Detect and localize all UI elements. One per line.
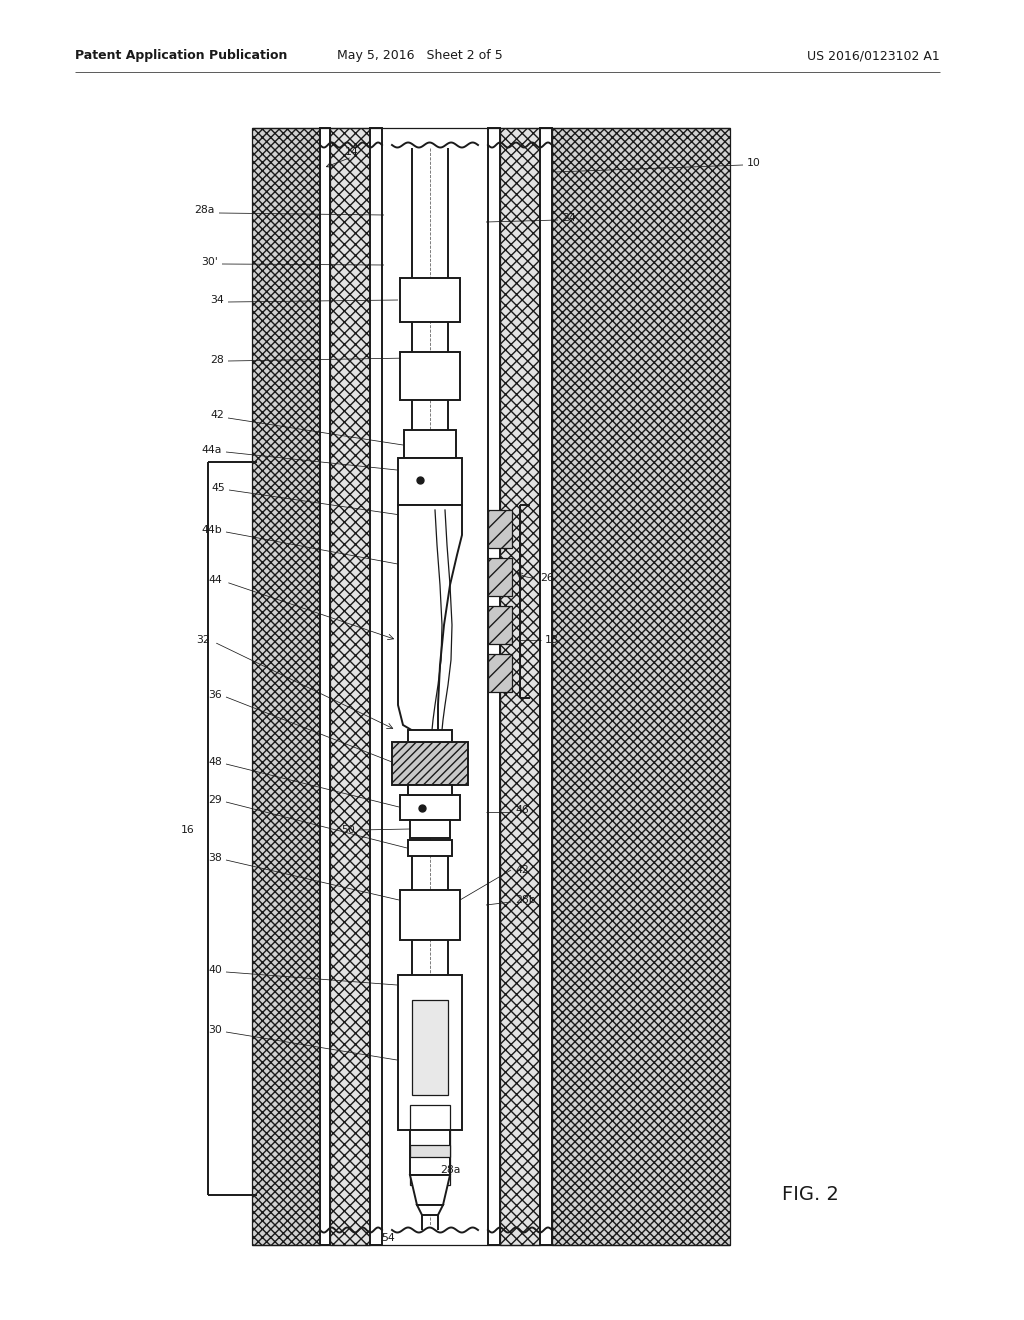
Polygon shape [252, 128, 319, 1245]
Text: 42: 42 [515, 865, 528, 875]
Text: 44b: 44b [202, 525, 222, 535]
Polygon shape [410, 1175, 450, 1205]
Text: 36: 36 [208, 690, 222, 700]
Bar [488, 558, 512, 597]
Bar [408, 730, 452, 742]
Text: 28: 28 [210, 355, 224, 366]
Text: 42: 42 [210, 411, 224, 420]
Text: 48: 48 [208, 756, 222, 767]
Bar [410, 1130, 450, 1175]
Text: 28a: 28a [440, 1166, 461, 1175]
Text: 24: 24 [562, 213, 575, 223]
Bar [540, 128, 552, 1245]
Bar [400, 795, 460, 820]
Bar [488, 606, 512, 644]
Bar [400, 890, 460, 940]
Text: 28a: 28a [195, 205, 215, 215]
Bar [400, 279, 460, 322]
Bar [408, 840, 452, 855]
Text: 44a: 44a [202, 445, 222, 455]
Bar [319, 128, 330, 1245]
Polygon shape [417, 1205, 443, 1214]
Text: 18: 18 [545, 635, 559, 645]
Bar [370, 128, 382, 1245]
Text: 44: 44 [208, 576, 222, 585]
Text: US 2016/0123102 A1: US 2016/0123102 A1 [807, 49, 940, 62]
Text: 46: 46 [515, 805, 528, 814]
Bar [410, 1144, 450, 1158]
Text: 45: 45 [211, 483, 225, 492]
Bar [412, 1001, 449, 1096]
Polygon shape [552, 128, 730, 1245]
Text: 29: 29 [208, 795, 222, 805]
Text: 14: 14 [345, 147, 358, 157]
Bar [488, 510, 512, 548]
Text: 30: 30 [208, 1026, 222, 1035]
Bar [398, 458, 462, 506]
Text: May 5, 2016   Sheet 2 of 5: May 5, 2016 Sheet 2 of 5 [337, 49, 503, 62]
Polygon shape [392, 742, 468, 785]
Text: 26: 26 [540, 573, 554, 583]
Bar [488, 653, 512, 692]
Text: 50: 50 [341, 825, 355, 836]
Bar [400, 352, 460, 400]
Text: 28b: 28b [515, 895, 536, 906]
Bar [404, 430, 456, 458]
Text: 16: 16 [181, 825, 195, 836]
Text: Patent Application Publication: Patent Application Publication [75, 49, 288, 62]
Polygon shape [330, 128, 370, 1245]
Text: 32: 32 [197, 635, 210, 645]
Text: 40: 40 [208, 965, 222, 975]
Text: 30': 30' [202, 257, 218, 267]
Text: 10: 10 [746, 158, 761, 168]
Text: 38: 38 [208, 853, 222, 863]
Bar [398, 975, 462, 1130]
Bar [488, 128, 500, 1245]
Bar [410, 1105, 450, 1185]
Bar [408, 785, 452, 795]
Text: 34: 34 [210, 294, 224, 305]
Polygon shape [398, 506, 462, 735]
Bar [410, 820, 450, 838]
Bar [382, 128, 488, 1245]
Text: FIG. 2: FIG. 2 [782, 1185, 839, 1204]
Polygon shape [500, 128, 540, 1245]
Text: 54: 54 [381, 1233, 395, 1243]
